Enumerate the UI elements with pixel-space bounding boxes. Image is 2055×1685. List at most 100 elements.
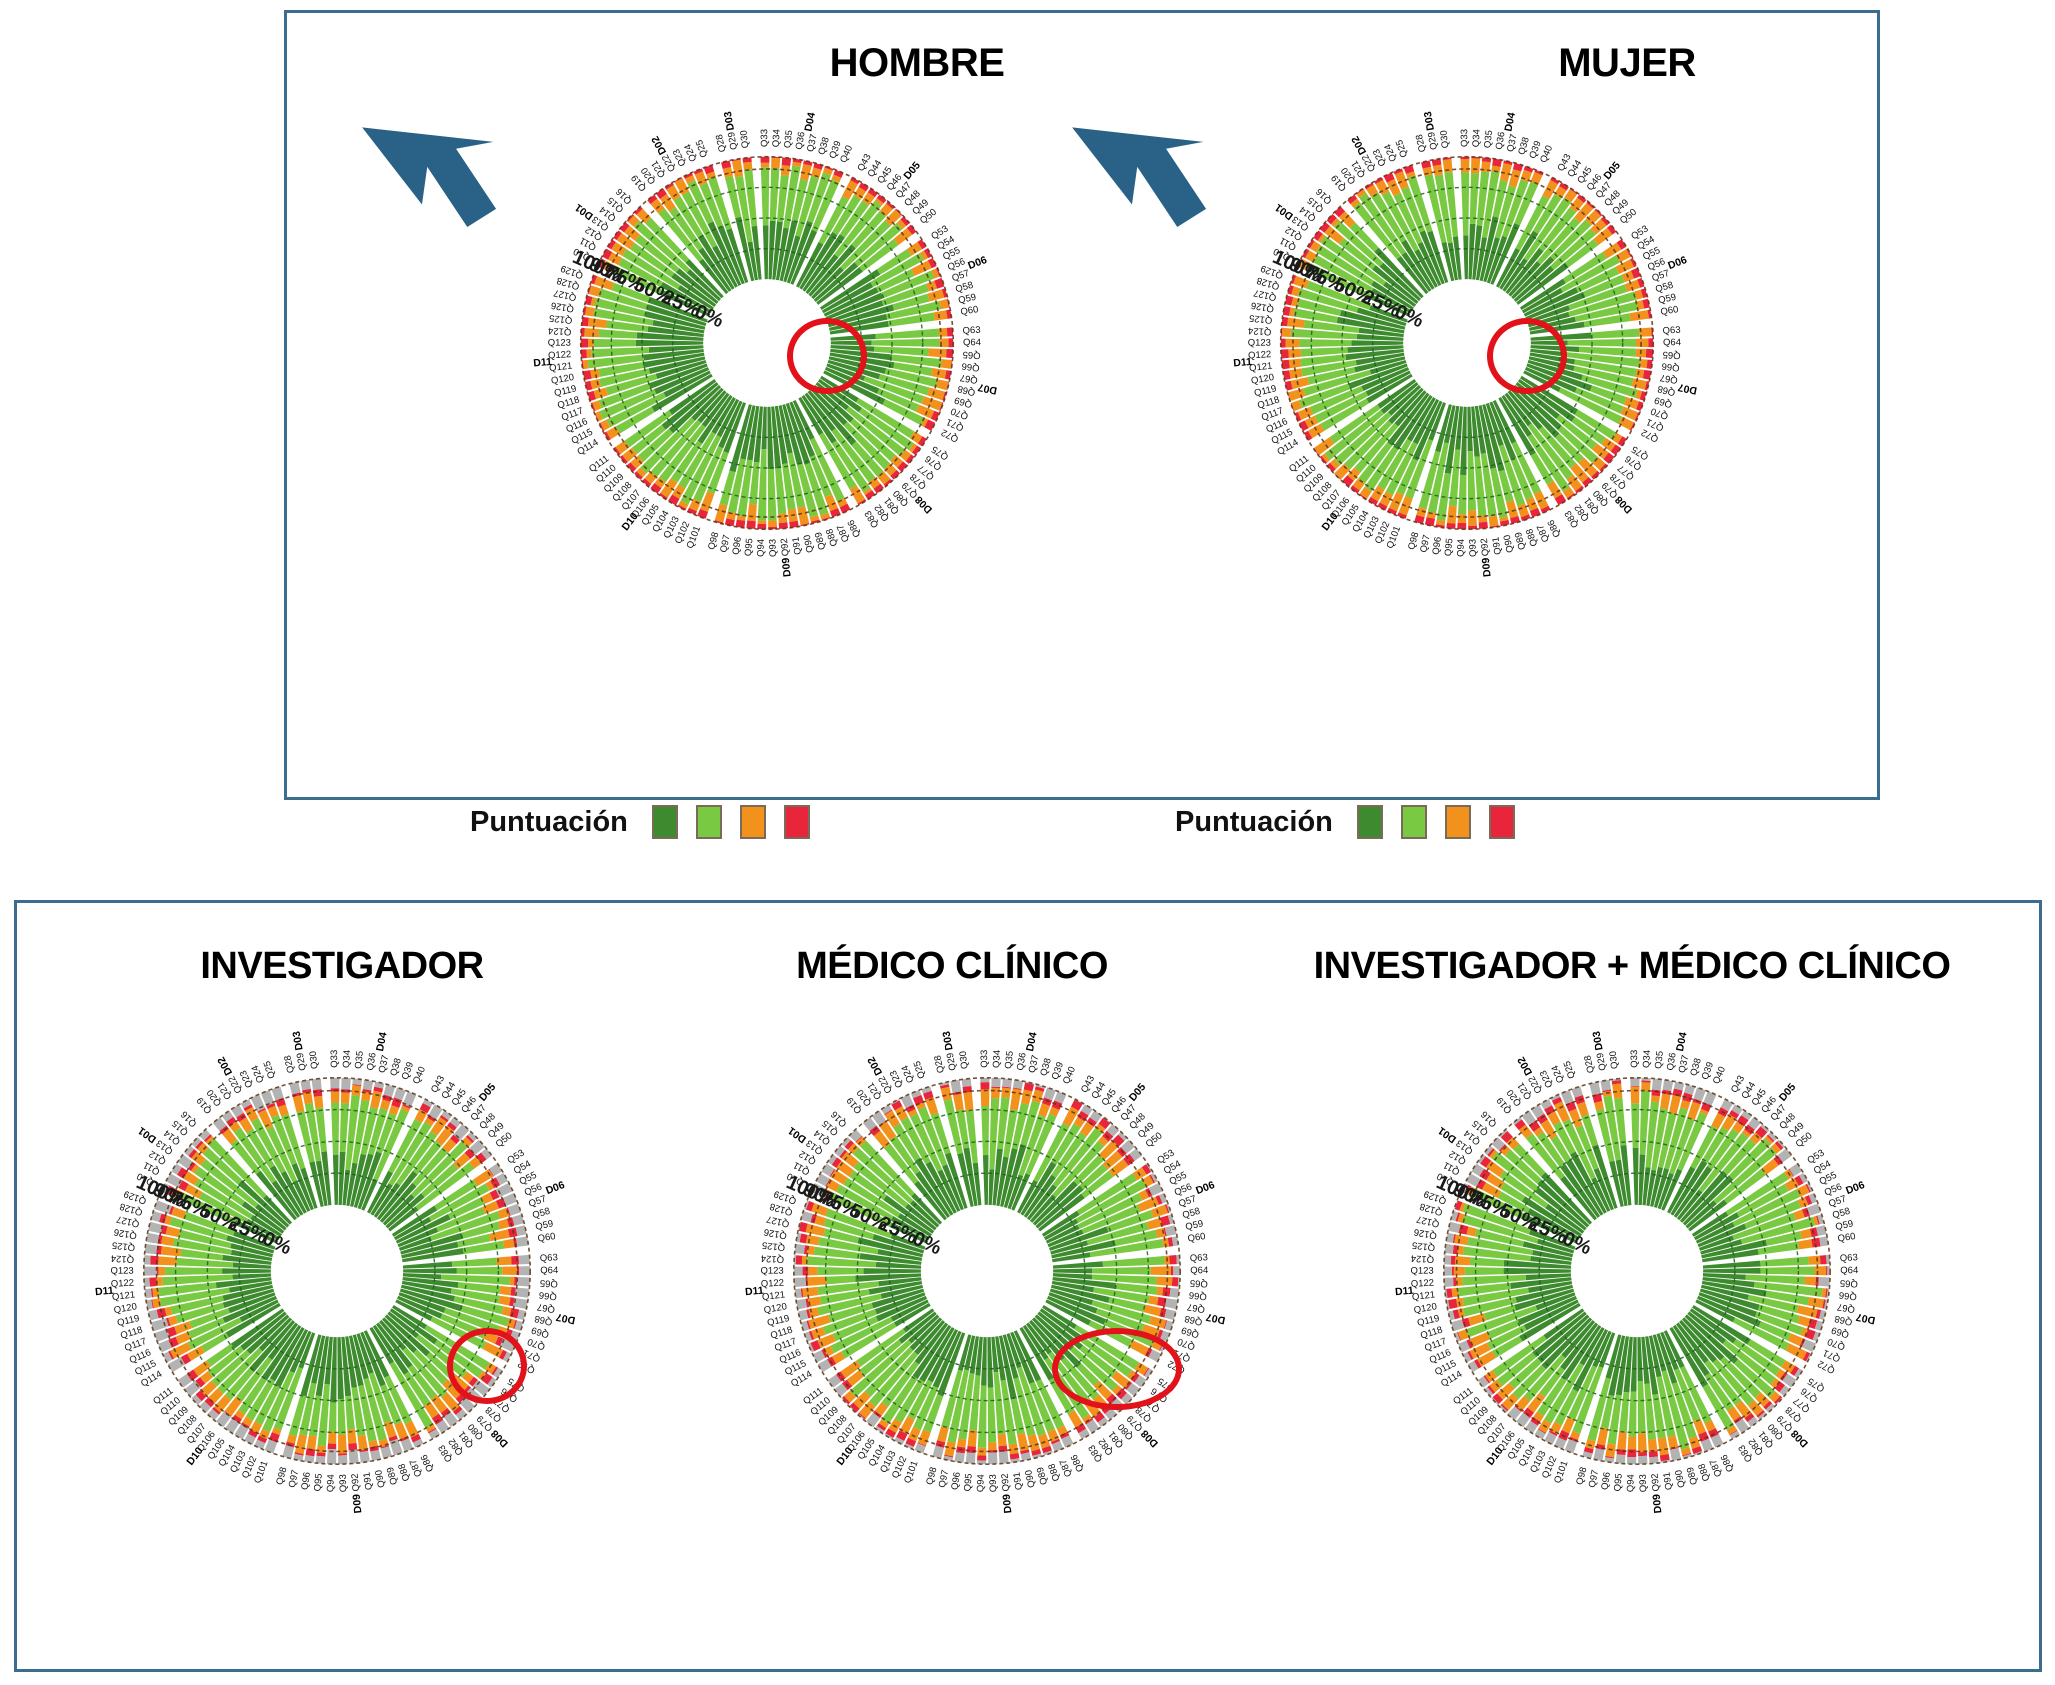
question-label: Q91 [361, 1471, 375, 1490]
question-label: Q60 [1187, 1231, 1206, 1245]
grid-ring [238, 1172, 436, 1370]
question-label: Q127 [552, 287, 577, 303]
domain-label: D03 [722, 110, 737, 131]
question-label: Q66 [1661, 360, 1680, 373]
question-label: Q35 [353, 1050, 366, 1069]
question-label: Q96 [1599, 1471, 1612, 1490]
question-label: Q28 [932, 1054, 947, 1074]
question-label: Q127 [115, 1213, 140, 1229]
question-label: Q89 [385, 1466, 400, 1486]
question-label: Q25 [1394, 138, 1410, 159]
domain-label: D03 [290, 1030, 305, 1051]
domain-label: D06 [544, 1179, 566, 1197]
question-label: Q64 [1840, 1265, 1858, 1276]
question-label: Q89 [1513, 531, 1528, 551]
domain-label: D09 [780, 557, 794, 577]
domain-label: D02 [649, 134, 669, 157]
question-label: Q38 [1038, 1057, 1054, 1077]
chart-center-hole [270, 1204, 404, 1338]
question-label: Q34 [991, 1050, 1003, 1068]
question-label: Q119 [116, 1313, 140, 1329]
circular-chart-mujer[interactable]: Q10 Q11 Q12 Q13 Q14 Q15 Q16 D01 Q19 Q20 Q21 Q22 Q23 Q… [1197, 73, 1737, 613]
grid-ring [1341, 217, 1593, 469]
question-label: Q30 [1608, 1050, 1621, 1069]
question-label: Q88 [396, 1462, 412, 1483]
domain-label: D04 [1674, 1031, 1690, 1052]
circular-chart-investigador[interactable]: Q10 Q11 Q12 Q13 Q14 Q15 Q16 D01 Q19 Q20 Q21 Q22 Q23 Q… [57, 991, 617, 1551]
question-label: Q63 [540, 1252, 559, 1264]
domain-label: D02 [215, 1054, 235, 1077]
domain-label: D09 [1651, 1493, 1665, 1513]
circular-chart-investigador-medico[interactable]: Q10 Q11 Q12 Q13 Q14 Q15 Q16 D01 Q19 Q20 Q21 Q22 Q23 Q… [1357, 991, 1917, 1551]
question-label: Q88 [1524, 527, 1540, 548]
grid-ring [174, 1108, 500, 1434]
question-label: Q126 [1250, 299, 1275, 314]
question-label: Q124 [1248, 325, 1272, 337]
question-label: Q65 [1662, 349, 1681, 361]
question-label: Q120 [763, 1301, 788, 1316]
domain-label: D01 [573, 201, 596, 222]
grid-ring [856, 1140, 1118, 1402]
question-label: Q123 [760, 1266, 783, 1277]
domain-label: D03 [940, 1030, 955, 1051]
domain-label: D07 [555, 1311, 576, 1327]
question-label: Q36 [365, 1052, 379, 1072]
question-label: Q67 [536, 1301, 556, 1315]
question-label: Q90 [373, 1469, 387, 1489]
question-label: Q97 [718, 534, 732, 554]
question-label: Q30 [1438, 130, 1451, 149]
question-label: Q29 [1595, 1052, 1609, 1072]
question-label: Q93 [1467, 539, 1479, 557]
chart-title-mujer: MUJER [1558, 41, 1696, 85]
question-label: Q63 [1190, 1252, 1209, 1264]
question-label: Q124 [1411, 1252, 1435, 1264]
circular-chart-hombre[interactable]: Q10 Q11 Q12 Q13 Q14 Q15 Q16 D01 Q19 Q20 Q21 Q22 Q23 Q… [497, 73, 1037, 613]
question-label: Q65 [962, 349, 981, 361]
question-label: Q58 [1654, 280, 1674, 295]
question-label: Q95 [312, 1473, 325, 1492]
question-label: Q67 [1186, 1301, 1206, 1315]
chart-center-hole [1570, 1204, 1704, 1338]
question-label: Q68 [956, 383, 976, 398]
question-label: Q63 [1662, 325, 1681, 337]
question-label: Q30 [738, 130, 751, 149]
question-label: Q58 [531, 1206, 551, 1221]
grid-ring [579, 155, 955, 531]
question-label: Q92 [1000, 1473, 1013, 1492]
grid-ring [1455, 1089, 1819, 1453]
annotation-ellipse-investigador [447, 1328, 527, 1404]
domain-label: D02 [865, 1054, 885, 1077]
domain-label: D11 [533, 356, 553, 370]
question-label: Q125 [1249, 312, 1273, 326]
domain-label: D05 [1601, 159, 1623, 182]
question-label: Q67 [1659, 372, 1679, 386]
grid-ring [155, 1089, 519, 1453]
question-label: Q122 [761, 1278, 785, 1290]
question-label: Q90 [802, 534, 816, 554]
question-label: Q28 [714, 133, 729, 153]
question-label: Q122 [548, 349, 572, 361]
question-label: Q89 [813, 531, 828, 551]
domain-label: D08 [1139, 1427, 1161, 1449]
domain-label: D06 [1844, 1179, 1866, 1197]
question-label: Q38 [816, 136, 832, 156]
question-label: Q121 [1411, 1289, 1435, 1303]
question-label: Q123 [110, 1266, 133, 1277]
question-label: Q124 [111, 1252, 135, 1264]
arrow-icon-mujer [1057, 123, 1217, 248]
question-label: Q90 [1673, 1469, 1687, 1489]
domain-label: D05 [477, 1081, 499, 1104]
question-label: Q33 [1629, 1050, 1640, 1068]
question-label: Q28 [282, 1054, 297, 1074]
question-label: Q28 [1414, 133, 1429, 153]
legend-swatch-light-green [1400, 805, 1427, 839]
grid-ring [641, 217, 893, 469]
question-label: Q88 [1696, 1462, 1712, 1483]
question-label: Q95 [962, 1473, 975, 1492]
circular-chart-medico-clinico[interactable]: Q10 Q11 Q12 Q13 Q14 Q15 Q16 D01 Q19 Q20 Q21 Q22 Q23 Q… [707, 991, 1267, 1551]
legend-swatch-red [783, 805, 810, 839]
question-label: Q37 [805, 133, 820, 153]
grid-ring [206, 1140, 468, 1402]
legend-swatch-dark-green [651, 805, 678, 839]
question-label: Q96 [949, 1471, 962, 1490]
